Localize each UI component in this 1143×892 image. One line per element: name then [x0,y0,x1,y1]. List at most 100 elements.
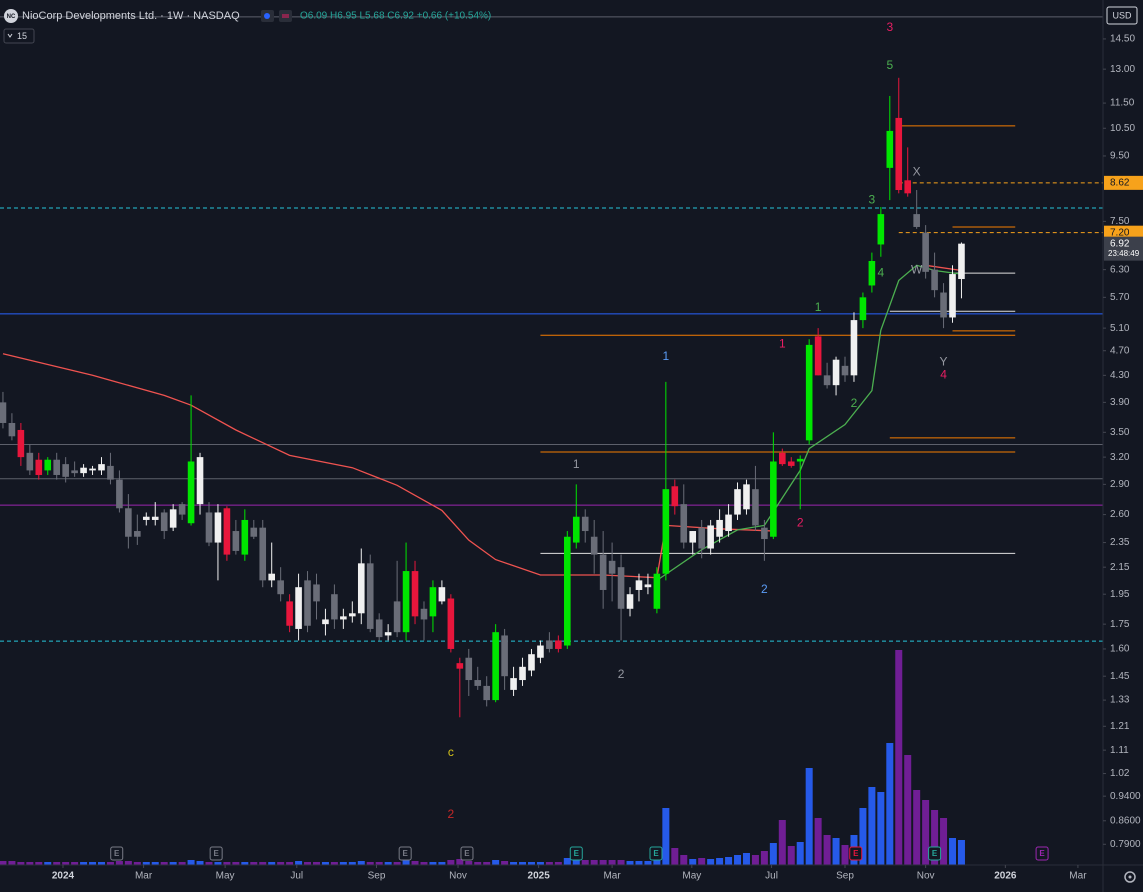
volume-bar [330,862,338,865]
candle-body [752,489,759,526]
y-tick-label: 4.30 [1110,370,1130,381]
candle-body [528,654,535,671]
wave-label: 2 [851,396,858,410]
price-badge [1104,175,1143,190]
candle-body [886,130,894,168]
volume-bar [922,800,930,865]
volume-bar [169,862,177,865]
candle-body [375,619,383,638]
volume-bar [698,858,706,865]
volume-bar [250,862,258,865]
volume-bar [886,743,894,865]
volume-bar [429,862,437,865]
volume-bar [940,818,948,865]
wave-label: 4 [940,368,947,382]
volume-bar [716,858,724,865]
volume-bar [563,858,571,865]
candle-body [465,657,473,681]
volume-bar [17,862,25,865]
volume-bar [44,862,52,865]
candle-body [743,484,750,510]
settings-icon[interactable] [1124,871,1136,883]
moving-average [2,264,962,579]
volume-bar [483,862,491,865]
candle-body [841,365,849,376]
y-tick-label: 14.50 [1110,34,1135,45]
candle-body [322,619,329,625]
candle-body [304,580,311,626]
price-axis-panel [1103,0,1143,892]
volume-bar [796,842,804,865]
icon [279,10,292,22]
candle-body [277,580,284,595]
currency: USD [1112,10,1132,20]
candle-body [62,464,69,477]
y-tick-label: 0.7900 [1110,839,1141,850]
candle-body [357,563,365,614]
event-marker [569,846,583,861]
x-tick-label: May [216,871,235,882]
y-tick-label: 10.50 [1110,123,1135,134]
y-tick-label: 1.95 [1110,589,1130,600]
volume-bar [725,857,733,865]
volume-bar [8,861,16,865]
wave-label: c [448,745,454,759]
candle-body [671,486,679,507]
volume-bar [474,862,482,865]
volume-bar [357,861,365,865]
candle-body [331,594,338,620]
volume-bar [465,861,473,865]
candle-body [707,525,714,549]
y-tick-label: 4.70 [1110,345,1130,356]
volume-bar [814,818,822,865]
candle-body [555,640,562,649]
candle-body [581,516,589,532]
wave-label: W [911,263,923,277]
candle-body [483,685,490,701]
volume-bar [402,860,410,865]
volume-bar [662,808,670,865]
interval-badge[interactable] [3,28,35,44]
candle-body [205,512,213,543]
volume-bar [142,862,150,865]
volume-bar [321,862,329,865]
x-tick-label: Sep [836,871,854,882]
candle-body [832,359,840,386]
candle-body [178,504,186,515]
icon [264,13,270,19]
volume-bar [859,808,867,865]
volume-bar [545,862,553,865]
event-label: E [574,849,580,858]
volume-bar [492,860,500,865]
candle-body [187,461,195,524]
candle-body [779,452,786,465]
y-tick-label: 13.00 [1110,64,1135,75]
candle-body [599,554,607,590]
volume-bar [115,861,123,865]
volume-bar [223,862,231,865]
x-tick-label: May [682,871,701,882]
volume-bar [160,862,168,865]
volume-bar [196,861,204,865]
y-tick-label: 3.20 [1110,452,1130,463]
candle-body [814,336,822,376]
event-marker [110,846,124,861]
x-tick-label: 2025 [528,871,551,882]
moving-averages [2,264,962,581]
volume-bar [456,859,464,865]
volume-bar [124,861,132,865]
currency-badge[interactable] [1106,6,1138,25]
volume-bar [447,860,455,865]
volume-bar [259,862,267,865]
volume-bar [71,862,79,865]
candle-body [295,587,302,629]
candle-body [770,461,777,537]
event-label: E [114,849,120,858]
volume-bar [411,861,419,865]
candle-body [429,587,437,617]
candle-body [644,584,652,588]
volume-bar [384,862,392,865]
event-marker [460,846,474,861]
volume-bar [957,840,965,865]
